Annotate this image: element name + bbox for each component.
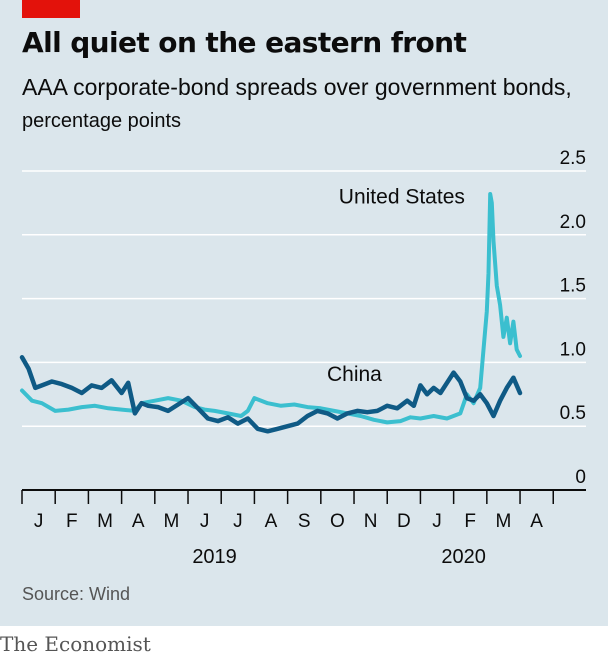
x-tick-label: J <box>34 511 44 532</box>
y-tick-label: 1.0 <box>560 339 586 360</box>
chart-title: All quiet on the eastern front <box>22 26 467 59</box>
chart-card: All quiet on the eastern front AAA corpo… <box>0 0 608 626</box>
x-tick-label: S <box>298 511 311 532</box>
y-tick-label: 0.5 <box>560 403 586 424</box>
y-tick-labels: 2.5 2.0 1.5 1.0 0.5 0 <box>560 150 586 488</box>
subtitle-main: AAA corporate-bond spreads over governme… <box>22 74 572 100</box>
x-year-label: 2020 <box>441 546 486 568</box>
x-year-label: 2019 <box>192 546 237 568</box>
x-tick-label: J <box>432 511 442 532</box>
grid-lines <box>22 170 586 427</box>
series-line-china <box>19 355 523 434</box>
x-tick-label: M <box>496 511 512 532</box>
series-labels: United States China <box>327 185 465 385</box>
publisher-footer: The Economist <box>0 632 151 656</box>
x-tick-label: A <box>132 511 145 532</box>
x-tick-label: M <box>163 511 179 532</box>
y-tick-label: 2.0 <box>560 212 586 233</box>
x-tick-label: A <box>265 511 278 532</box>
series-label-united-states: United States <box>339 185 465 208</box>
x-tick-label: J <box>200 511 210 532</box>
x-tick-label: F <box>66 511 78 532</box>
x-tick-label: F <box>464 511 476 532</box>
chart-subtitle: AAA corporate-bond spreads over governme… <box>22 71 582 137</box>
brand-red-tag <box>22 0 80 18</box>
y-tick-label: 1.5 <box>560 276 586 297</box>
subtitle-units: percentage points <box>22 110 182 132</box>
y-tick-label: 0 <box>575 467 586 488</box>
x-tick-label: N <box>364 511 378 532</box>
source-note: Source: Wind <box>22 584 131 604</box>
x-tick-label: D <box>397 511 411 532</box>
x-tick-label: A <box>530 511 543 532</box>
x-tick-label: J <box>233 511 243 532</box>
y-tick-label: 2.5 <box>560 150 586 169</box>
x-tick-label: M <box>97 511 113 532</box>
series-layer <box>19 192 523 434</box>
series-label-china: China <box>327 363 382 386</box>
x-tick-label: O <box>330 511 345 532</box>
